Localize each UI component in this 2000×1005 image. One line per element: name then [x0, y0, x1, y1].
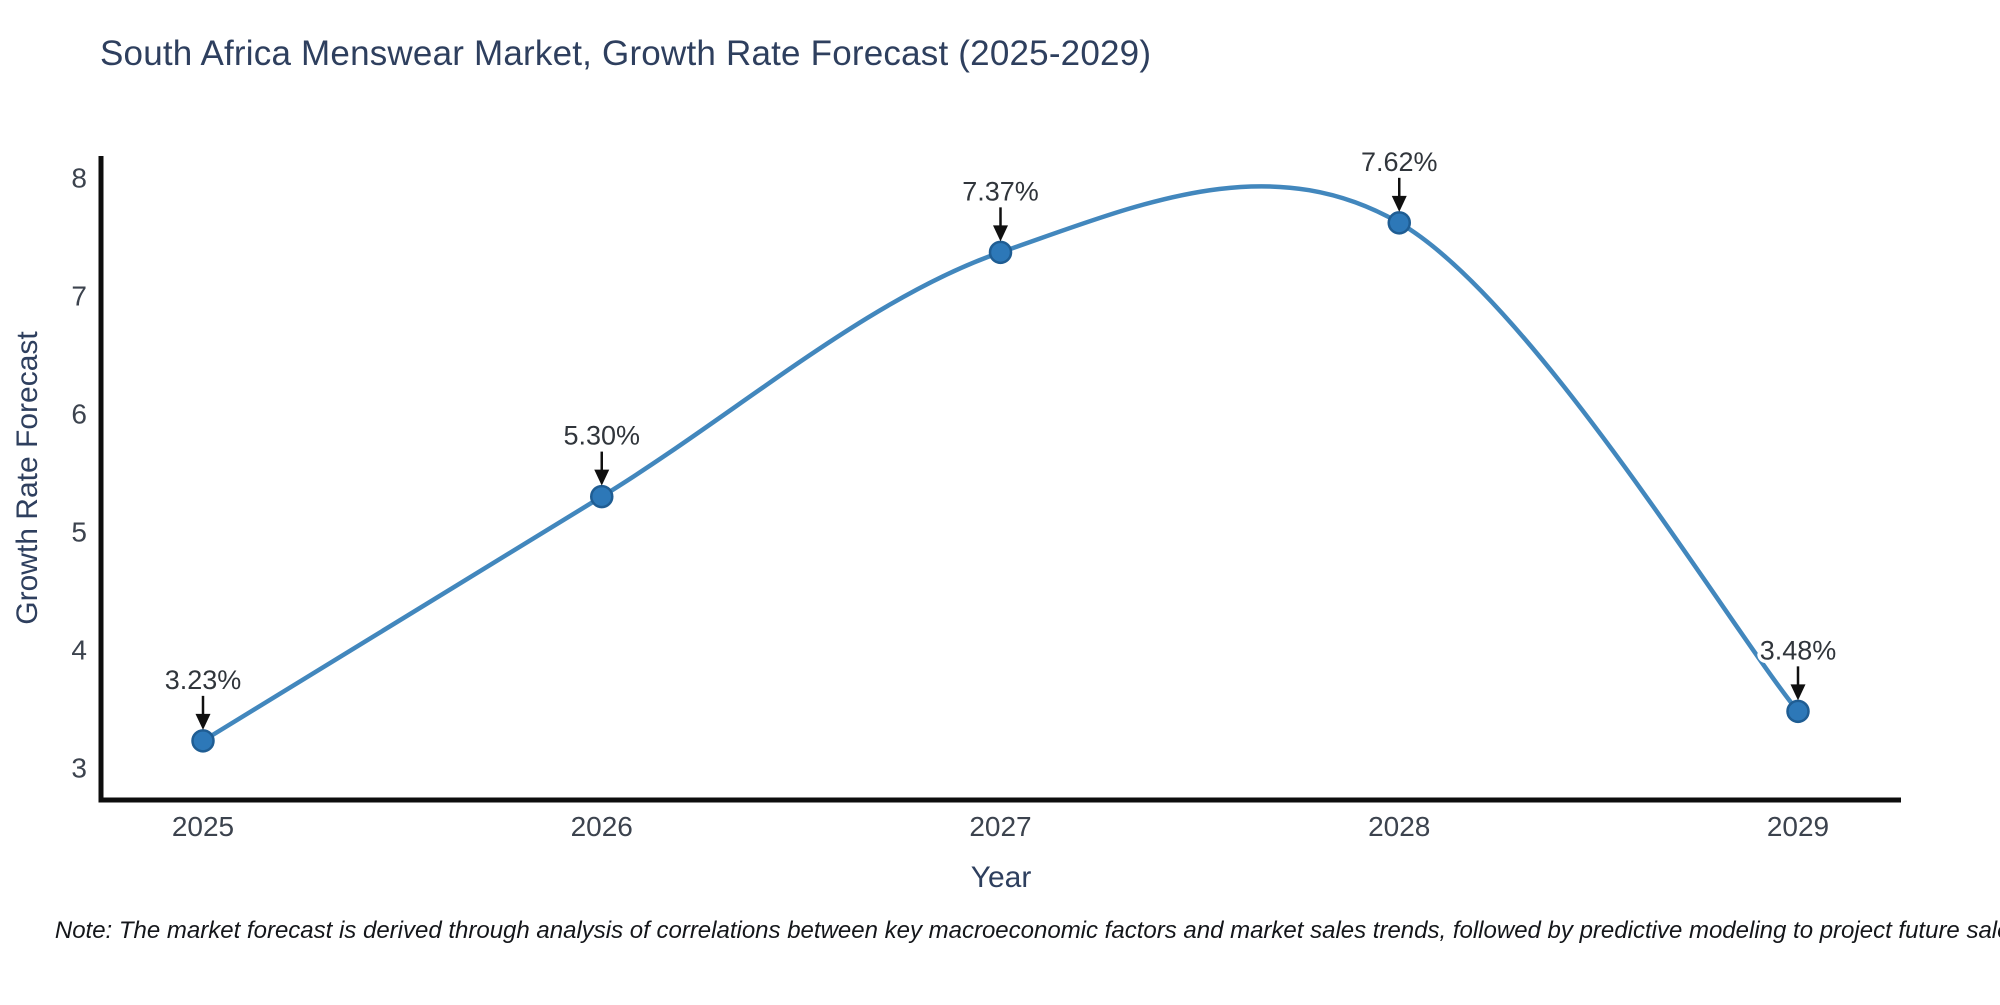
annotation-arrowhead	[1790, 684, 1806, 701]
data-point-label: 7.37%	[962, 176, 1039, 206]
data-point	[1387, 211, 1411, 235]
x-tick-label: 2026	[571, 811, 633, 842]
y-tick-label: 7	[71, 281, 87, 312]
x-tick-label: 2027	[969, 811, 1031, 842]
y-tick-label: 3	[71, 753, 87, 784]
y-tick-label: 6	[71, 399, 87, 430]
footnote-text: Note: The market forecast is derived thr…	[54, 917, 2000, 944]
data-point	[191, 729, 215, 753]
y-axis-title: Growth Rate Forecast	[11, 331, 44, 625]
annotation-arrowhead	[993, 225, 1008, 242]
chart-title: South Africa Menswear Market, Growth Rat…	[100, 34, 1152, 73]
data-point	[1786, 699, 1810, 724]
x-tick-label: 2029	[1767, 811, 1829, 842]
annotation-arrowhead	[195, 713, 211, 730]
annotation-arrowhead	[1391, 195, 1407, 212]
data-point	[988, 240, 1013, 265]
trend-line	[200, 184, 1801, 744]
data-point	[590, 484, 614, 509]
y-tick-label: 8	[71, 163, 87, 194]
x-axis-title: Year	[970, 861, 1032, 894]
data-point-label: 3.48%	[1760, 635, 1837, 665]
annotation-arrowhead	[594, 469, 610, 486]
x-tick-label: 2028	[1368, 811, 1430, 842]
data-point-label: 7.62%	[1361, 147, 1438, 177]
y-tick-label: 4	[71, 635, 87, 666]
x-tick-label: 2025	[172, 811, 234, 842]
y-tick-label: 5	[71, 517, 87, 548]
data-point-label: 5.30%	[563, 421, 640, 451]
data-point-label: 3.23%	[165, 665, 242, 695]
